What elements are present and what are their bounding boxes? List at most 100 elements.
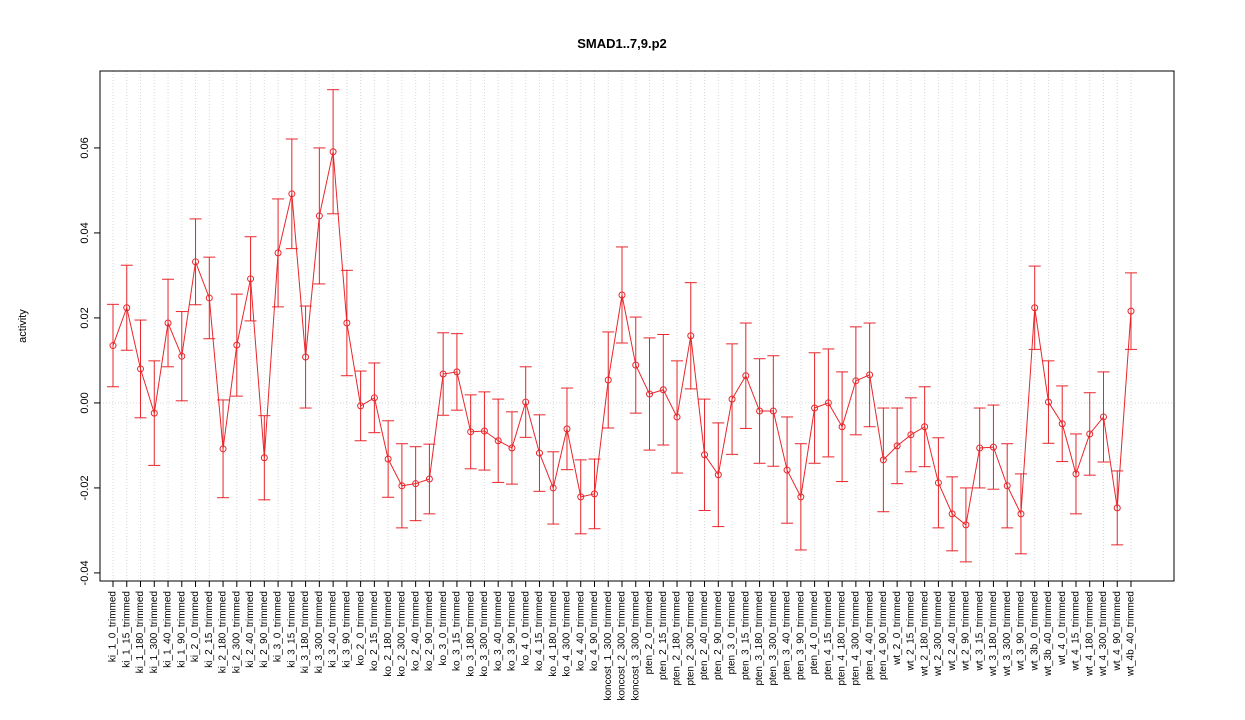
data-point bbox=[1086, 430, 1094, 438]
data-point bbox=[233, 341, 241, 349]
x-tick-label: ko_3_300_trimmed bbox=[479, 591, 490, 677]
x-tick-label: ki_2_40_trimmed bbox=[245, 591, 256, 668]
data-point bbox=[1044, 398, 1052, 406]
error-bar bbox=[505, 411, 518, 485]
x-tick-label: wt_4_90_trimmed bbox=[1112, 591, 1123, 671]
data-point bbox=[646, 390, 654, 398]
error-bar bbox=[629, 316, 642, 414]
error-bar bbox=[437, 332, 450, 416]
x-tick-label: koncost_2_300_trimmed bbox=[617, 591, 628, 701]
data-point bbox=[260, 454, 268, 462]
error-bar bbox=[175, 311, 188, 402]
error-bar bbox=[698, 398, 711, 511]
x-tick-label: ki_3_180_trimmed bbox=[300, 591, 311, 673]
data-point bbox=[728, 395, 736, 403]
x-tick-label: pten_3_180_trimmed bbox=[754, 591, 765, 686]
x-tick-label: pten_3_90_trimmed bbox=[795, 591, 806, 680]
error-bar bbox=[492, 398, 505, 483]
data-point bbox=[673, 413, 681, 421]
y-tick-label: -0.04 bbox=[79, 560, 91, 585]
data-point bbox=[522, 398, 530, 406]
data-point bbox=[247, 275, 255, 283]
data-point bbox=[838, 423, 846, 431]
error-bar bbox=[671, 360, 684, 474]
data-point bbox=[302, 353, 310, 361]
x-tick-label: ko_4_90_trimmed bbox=[589, 591, 600, 671]
x-tick-label: koncost_1_300_trimmed bbox=[603, 591, 614, 701]
error-bar bbox=[217, 399, 230, 499]
x-tick-label: pten_2_180_trimmed bbox=[672, 591, 683, 686]
error-bar bbox=[863, 322, 876, 428]
x-tick-label: ki_2_90_trimmed bbox=[259, 591, 270, 668]
x-tick-label: pten_3_0_trimmed bbox=[727, 591, 738, 674]
data-point bbox=[150, 409, 158, 417]
error-bar bbox=[189, 218, 202, 306]
data-point bbox=[357, 402, 365, 410]
x-tick-label: ki_1_90_trimmed bbox=[176, 591, 187, 668]
x-tick-label: ko_4_40_trimmed bbox=[575, 591, 586, 671]
x-tick-label: wt_4_300_trimmed bbox=[1098, 591, 1109, 677]
error-bar bbox=[1001, 443, 1014, 529]
data-point bbox=[412, 480, 420, 488]
data-point bbox=[1017, 510, 1025, 518]
error-bar bbox=[1042, 360, 1055, 444]
error-bar bbox=[808, 352, 821, 464]
x-tick-label: wt_3b_40_trimmed bbox=[1043, 591, 1054, 677]
error-bar bbox=[134, 319, 147, 419]
x-tick-label: ki_1_15_trimmed bbox=[121, 591, 132, 668]
error-bar bbox=[327, 89, 340, 215]
error-bar bbox=[1111, 470, 1124, 546]
x-tick-label: wt_3b_0_trimmed bbox=[1029, 591, 1040, 671]
x-tick-label: pten_2_300_trimmed bbox=[685, 591, 696, 686]
data-point bbox=[109, 342, 117, 350]
data-point bbox=[907, 431, 915, 439]
error-bar bbox=[877, 407, 890, 513]
data-point bbox=[577, 493, 585, 501]
error-bar bbox=[409, 446, 422, 522]
x-tick-label: pten_4_15_trimmed bbox=[823, 591, 834, 680]
data-point bbox=[205, 294, 213, 302]
error-bar bbox=[932, 437, 945, 529]
data-point bbox=[137, 365, 145, 373]
data-point bbox=[467, 428, 475, 436]
x-tick-label: ko_3_40_trimmed bbox=[493, 591, 504, 671]
error-bar bbox=[162, 278, 175, 368]
error-bar bbox=[643, 337, 656, 451]
error-bar bbox=[588, 458, 601, 530]
data-point bbox=[508, 444, 516, 452]
data-point bbox=[824, 399, 832, 407]
data-point bbox=[563, 425, 571, 433]
error-bar bbox=[1028, 265, 1041, 350]
error-bar bbox=[657, 334, 670, 446]
chart-title: SMAD1..7,9.p2 bbox=[577, 36, 667, 51]
x-tick-label: ko_4_0_trimmed bbox=[520, 591, 531, 665]
x-tick-label: ko_2_180_trimmed bbox=[383, 591, 394, 677]
data-point bbox=[976, 444, 984, 452]
error-bar bbox=[959, 487, 972, 563]
x-tick-label: pten_2_40_trimmed bbox=[699, 591, 710, 680]
x-tick-label: ki_3_15_trimmed bbox=[286, 591, 297, 668]
error-bar bbox=[464, 394, 477, 470]
x-tick-label: ko_3_0_trimmed bbox=[438, 591, 449, 665]
error-bar bbox=[1056, 385, 1069, 463]
x-tick-label: ki_2_180_trimmed bbox=[218, 591, 229, 673]
data-point bbox=[1058, 420, 1066, 428]
x-tick-label: ki_2_15_trimmed bbox=[204, 591, 215, 668]
error-bar bbox=[904, 397, 917, 473]
data-point bbox=[687, 332, 695, 340]
x-tick-label: ki_3_90_trimmed bbox=[342, 591, 353, 668]
data-point bbox=[618, 291, 626, 299]
data-point bbox=[1072, 470, 1080, 478]
error-bar bbox=[258, 415, 271, 501]
error-bar bbox=[1097, 371, 1110, 463]
y-tick-label: 0.02 bbox=[79, 307, 91, 328]
data-point bbox=[756, 407, 764, 415]
error-bar bbox=[1083, 392, 1096, 476]
data-point bbox=[989, 443, 997, 451]
error-bar bbox=[533, 414, 546, 492]
data-point bbox=[659, 386, 667, 394]
error-bar bbox=[574, 459, 587, 535]
x-tick-label: ki_1_180_trimmed bbox=[135, 591, 146, 673]
error-bar bbox=[849, 326, 862, 436]
